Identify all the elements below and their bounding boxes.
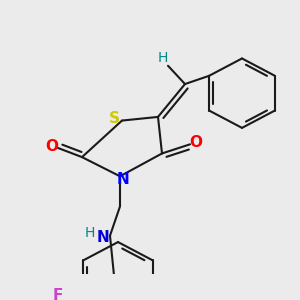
Text: H: H (158, 52, 168, 65)
Text: F: F (52, 288, 62, 300)
Text: S: S (109, 111, 119, 126)
Text: O: O (190, 135, 202, 150)
Text: N: N (97, 230, 110, 245)
Text: O: O (46, 139, 59, 154)
Text: H: H (85, 226, 95, 240)
Text: N: N (117, 172, 129, 188)
